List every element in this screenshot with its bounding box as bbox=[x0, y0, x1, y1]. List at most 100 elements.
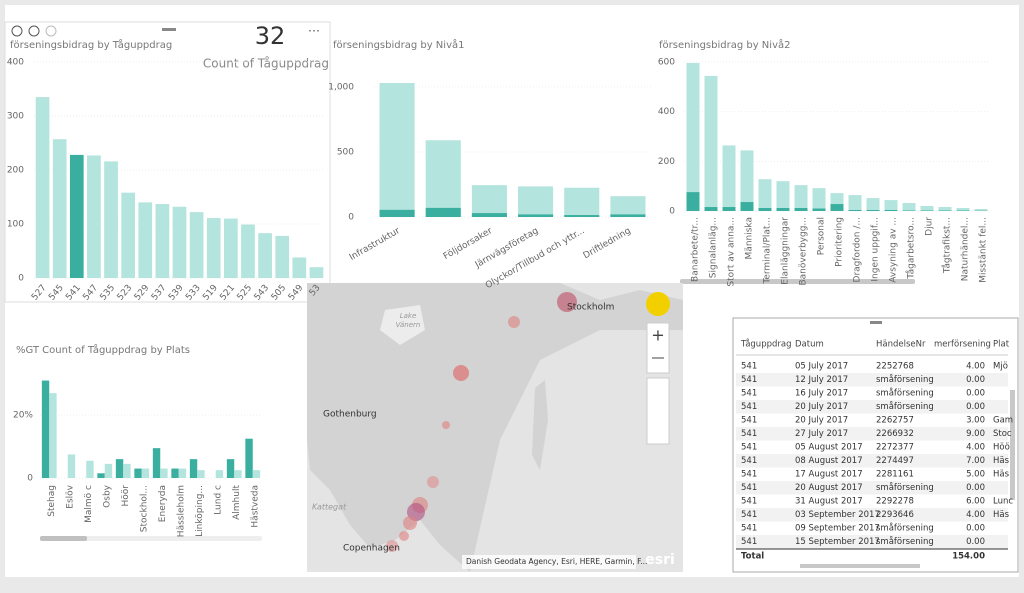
table-cell: 27 July 2017 bbox=[795, 429, 848, 439]
table-cell: 05 August 2017 bbox=[795, 443, 863, 453]
scrollbar[interactable] bbox=[40, 536, 87, 541]
bar bbox=[104, 463, 113, 478]
table-cell: 4.00 bbox=[966, 362, 985, 372]
map-bubble[interactable] bbox=[399, 531, 409, 541]
table-frame bbox=[732, 317, 1019, 573]
table-cell: 541 bbox=[741, 483, 757, 493]
scrollbar[interactable] bbox=[1010, 390, 1015, 500]
bar bbox=[794, 208, 808, 211]
table-cell: 03 September 2017 bbox=[795, 510, 880, 520]
scrollbar[interactable] bbox=[680, 279, 915, 284]
y-tick-label: 200 bbox=[7, 166, 24, 176]
table-cell: Höö bbox=[993, 443, 1010, 453]
bar bbox=[884, 210, 898, 211]
icon[interactable] bbox=[28, 25, 40, 37]
map-label: Gothenburg bbox=[323, 410, 377, 420]
y-tick-label: 400 bbox=[658, 107, 675, 117]
bar bbox=[155, 204, 170, 278]
x-tick-label: Banarbete/tr... bbox=[691, 217, 701, 282]
bar bbox=[234, 470, 242, 478]
table-cell: 3.00 bbox=[966, 416, 985, 426]
visual-header[interactable]: ⋯ bbox=[11, 24, 320, 38]
table-cell: 0.00 bbox=[966, 483, 985, 493]
map-button[interactable] bbox=[646, 292, 670, 316]
zoom-control[interactable] bbox=[646, 322, 670, 374]
y-tick-label: 0 bbox=[27, 474, 33, 484]
y-tick-label: 20% bbox=[13, 411, 33, 421]
table-cell: Stoc bbox=[993, 429, 1012, 439]
row-band bbox=[736, 373, 1008, 387]
table-cell: 20 July 2017 bbox=[795, 416, 848, 426]
map-bubble[interactable] bbox=[403, 516, 417, 530]
bar bbox=[920, 206, 934, 211]
bar bbox=[518, 186, 554, 217]
bar bbox=[104, 161, 118, 278]
table-cell: 09 September 2017 bbox=[795, 524, 880, 534]
map-bubble[interactable] bbox=[453, 365, 469, 381]
column-header: Datum bbox=[795, 340, 824, 350]
esri-logo: esri bbox=[645, 552, 675, 568]
bar bbox=[379, 209, 415, 217]
x-tick-label: Elanläggningar bbox=[781, 217, 791, 285]
grip bbox=[162, 28, 176, 31]
bar bbox=[241, 224, 255, 278]
x-tick-label: Stort av anna... bbox=[727, 217, 737, 287]
icon[interactable] bbox=[11, 25, 23, 37]
bar bbox=[275, 235, 290, 278]
bar bbox=[172, 206, 187, 278]
more-icon[interactable]: ⋯ bbox=[308, 24, 320, 38]
bar bbox=[866, 198, 880, 211]
table-cell: 9.00 bbox=[966, 429, 985, 439]
map-bubble[interactable] bbox=[442, 421, 450, 429]
bar bbox=[226, 459, 235, 478]
row-band bbox=[736, 508, 1008, 522]
x-tick-label: Linköping... bbox=[195, 485, 205, 537]
table-cell: 0.00 bbox=[966, 375, 985, 385]
x-tick-label: Personal bbox=[817, 217, 827, 255]
bar bbox=[704, 207, 718, 211]
bar bbox=[41, 380, 50, 478]
bar bbox=[425, 140, 461, 217]
x-tick-label: Dragfordon /... bbox=[853, 217, 863, 282]
bar bbox=[121, 192, 135, 278]
bar bbox=[197, 470, 205, 478]
bar bbox=[740, 202, 754, 211]
x-tick-label: Eslöv bbox=[65, 484, 75, 508]
bar bbox=[722, 207, 736, 211]
bar bbox=[86, 460, 94, 478]
table-cell: 5.00 bbox=[966, 470, 985, 480]
bar bbox=[884, 200, 898, 211]
bar bbox=[189, 212, 204, 278]
row-band bbox=[736, 427, 1008, 441]
table-cell: 541 bbox=[741, 362, 757, 372]
table[interactable]: Tåguppdrag Datum HändelseNr merförsening Pla… bbox=[732, 317, 1019, 573]
map-label: Kattegat bbox=[312, 503, 347, 512]
table-cell: Häs bbox=[993, 470, 1010, 480]
map-bubble[interactable] bbox=[508, 316, 520, 328]
map-bubble[interactable] bbox=[386, 540, 398, 552]
map-bubble[interactable] bbox=[427, 476, 439, 488]
icon[interactable] bbox=[45, 25, 57, 37]
table-cell: 2252768 bbox=[876, 362, 914, 372]
bar bbox=[610, 214, 646, 217]
map-bubble[interactable] bbox=[557, 292, 577, 312]
map[interactable]: + Stockholm Gothenburg Kattegat Copenhag… bbox=[307, 283, 683, 572]
table-cell: 4.00 bbox=[966, 443, 985, 453]
table-cell: 31 August 2017 bbox=[795, 497, 863, 507]
table-cell: småförsening bbox=[876, 401, 934, 412]
bar bbox=[97, 473, 105, 478]
bar bbox=[518, 214, 554, 217]
table-cell: 541 bbox=[741, 537, 757, 547]
bar bbox=[848, 210, 862, 211]
x-tick-label: Hässleholm bbox=[176, 485, 186, 537]
select-tools[interactable] bbox=[646, 377, 670, 445]
table-cell: 4.00 bbox=[966, 510, 985, 520]
zoom-in[interactable]: + bbox=[651, 326, 664, 345]
map-label: Lake bbox=[400, 312, 417, 320]
scrollbar[interactable] bbox=[800, 564, 920, 568]
table-cell: 20 August 2017 bbox=[795, 483, 863, 493]
column-header: Tåguppdrag bbox=[740, 339, 791, 350]
bar bbox=[69, 154, 84, 278]
bar bbox=[224, 218, 238, 278]
table-cell: 541 bbox=[741, 375, 757, 385]
